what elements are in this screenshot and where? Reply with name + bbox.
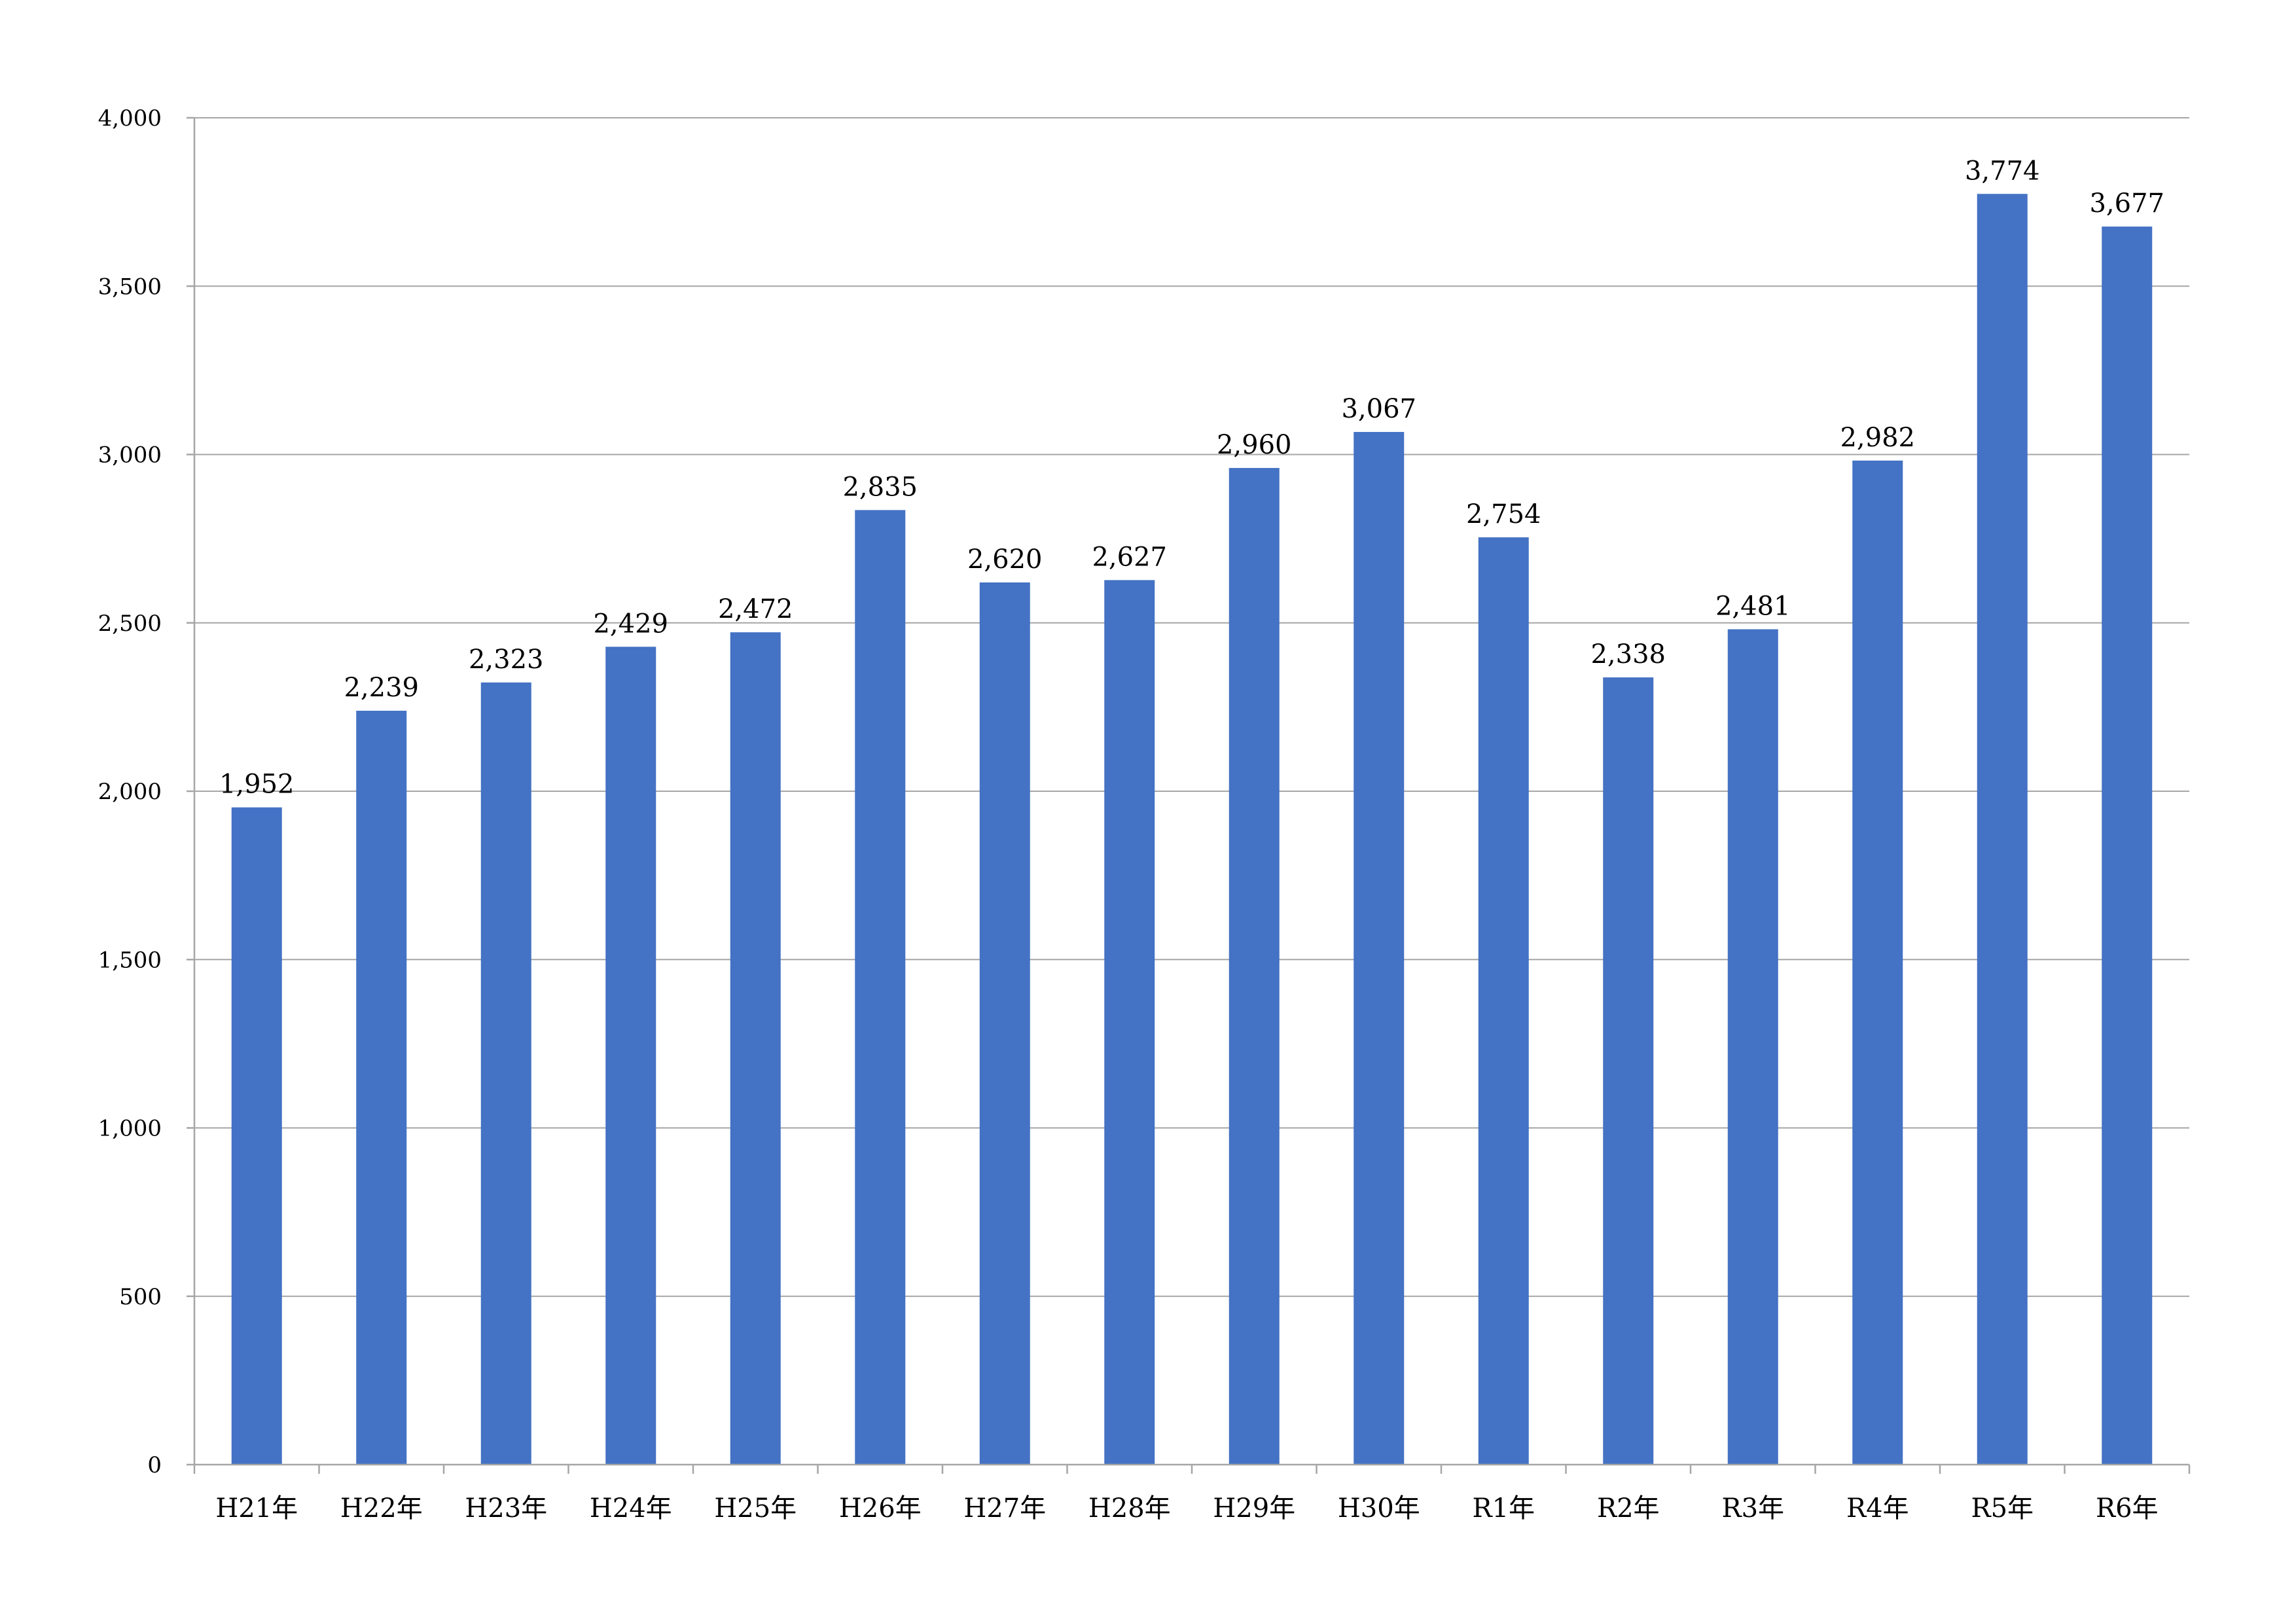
data-label: 2,323: [469, 645, 544, 675]
x-tick-label: R4年: [1846, 1493, 1909, 1524]
data-label: 2,754: [1466, 499, 1541, 529]
y-tick-label: 3,500: [98, 274, 162, 300]
x-axis-tick-labels: H21年 H22年 H23年 H24年 H25年 H26年 H27年 H28年 H29年 H30年…: [215, 1493, 2158, 1524]
bar: [1478, 537, 1529, 1465]
x-tick-label: H26年: [839, 1493, 922, 1524]
data-label: 2,239: [344, 673, 419, 703]
y-tick-label: 0: [147, 1452, 162, 1478]
x-tick-label: H25年: [714, 1493, 797, 1524]
bar: [1229, 468, 1280, 1465]
y-tick-label: 2,500: [98, 611, 162, 637]
bar: [480, 682, 531, 1465]
bar: [1603, 677, 1654, 1465]
bar: [1977, 194, 2028, 1465]
data-label: 1,952: [219, 770, 295, 800]
data-label: 2,835: [842, 472, 918, 502]
x-tick-label: R3年: [1721, 1493, 1784, 1524]
x-tick-label: H21年: [215, 1493, 298, 1524]
bar: [855, 510, 906, 1465]
data-label: 2,481: [1715, 592, 1791, 622]
data-label: 2,338: [1590, 639, 1666, 669]
data-label: 3,067: [1341, 394, 1416, 424]
y-tick-label: 1,500: [98, 947, 162, 973]
data-label: 3,677: [2089, 188, 2164, 219]
data-label: 2,982: [1840, 423, 1915, 453]
y-tick-label: 3,000: [98, 442, 162, 469]
data-label: 2,620: [967, 544, 1043, 575]
bar: [730, 632, 781, 1465]
x-tick-label: H30年: [1338, 1493, 1420, 1524]
bar: [231, 807, 282, 1465]
y-tick-label: 1,000: [98, 1116, 162, 1142]
bars: [231, 194, 2153, 1465]
y-tick-label: 2,000: [98, 779, 162, 805]
x-tick-label: R2年: [1597, 1493, 1660, 1524]
bar: [1727, 629, 1778, 1465]
bar: [605, 647, 656, 1465]
x-tick-label: H29年: [1213, 1493, 1295, 1524]
y-tick-label: 500: [119, 1284, 162, 1310]
bar: [2102, 226, 2153, 1465]
bar: [1852, 460, 1903, 1465]
y-axis-tick-labels: 0 500 1,000 1,500 2,000 2,500 3,000 3,500 4,000: [98, 105, 162, 1478]
bar: [979, 582, 1030, 1465]
x-tick-label: H27年: [963, 1493, 1046, 1524]
x-tick-label: H24年: [590, 1493, 672, 1524]
x-tick-label: H22年: [340, 1493, 423, 1524]
data-label: 2,627: [1092, 542, 1167, 572]
x-tick-label: R5年: [1971, 1493, 2034, 1524]
x-tick-label: H23年: [465, 1493, 547, 1524]
data-label: 2,472: [718, 594, 793, 624]
data-label: 2,429: [593, 609, 668, 639]
data-labels: 1,952 2,239 2,323 2,429 2,472 2,835 2,620 2,627…: [219, 156, 2164, 799]
bar: [356, 711, 407, 1465]
data-label: 3,774: [1965, 156, 2040, 186]
x-tick-label: R1年: [1472, 1493, 1535, 1524]
x-tick-label: H28年: [1088, 1493, 1171, 1524]
y-tick-label: 4,000: [98, 105, 162, 132]
x-tick-label: R6年: [2096, 1493, 2159, 1524]
data-label: 2,960: [1217, 430, 1292, 460]
bar: [1354, 432, 1405, 1465]
bar: [1104, 580, 1155, 1465]
axes: [187, 116, 2191, 1474]
